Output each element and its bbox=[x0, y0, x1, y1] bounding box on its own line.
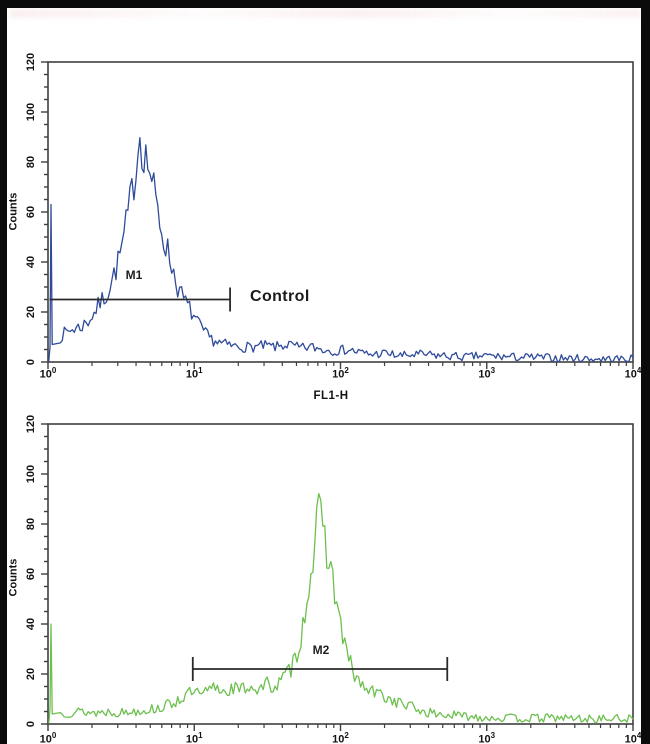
x-axis-tick-label: 101 bbox=[185, 366, 203, 381]
x-axis-tick-label: 102 bbox=[332, 366, 349, 381]
y-axis-title-top: Counts bbox=[7, 192, 20, 231]
plot-frame bbox=[47, 423, 634, 725]
image-border-left bbox=[0, 0, 7, 744]
y-axis-tick-label: 120 bbox=[25, 52, 37, 72]
y-axis-tick-label: 100 bbox=[25, 102, 37, 122]
y-axis-tick-label: 40 bbox=[25, 617, 37, 631]
y-axis-tick-label: 20 bbox=[25, 667, 37, 681]
histogram-curve-bottom bbox=[48, 492, 634, 724]
scan-artifact-smudge bbox=[10, 9, 640, 18]
image-border-right bbox=[641, 0, 650, 744]
y-axis-tick-label: 20 bbox=[25, 305, 37, 319]
y-axis-tick-label: 80 bbox=[25, 517, 37, 531]
plot-frame bbox=[47, 61, 634, 363]
x-axis-tick-label: 104 bbox=[624, 731, 642, 744]
y-axis-tick-label: 40 bbox=[25, 255, 37, 269]
image-border-top bbox=[0, 0, 650, 8]
x-axis-tick-label: 104 bbox=[624, 366, 642, 381]
x-axis-tick-label: 100 bbox=[39, 366, 57, 381]
x-axis-tick-label: 102 bbox=[332, 731, 349, 744]
marker-m1-label: M1 bbox=[125, 268, 143, 282]
y-axis-tick-label: 100 bbox=[25, 464, 37, 484]
y-axis-title-bottom: Counts bbox=[7, 558, 20, 597]
marker-m2-label: M2 bbox=[312, 643, 330, 657]
y-axis-tick-label: 60 bbox=[25, 567, 37, 581]
control-annotation: Control bbox=[250, 288, 310, 305]
x-axis-tick-label: 100 bbox=[39, 731, 57, 744]
x-axis-tick-label: 103 bbox=[478, 366, 496, 381]
y-axis-tick-label: 80 bbox=[25, 155, 37, 169]
histogram-curve-top bbox=[48, 137, 634, 363]
y-axis-tick-label: 120 bbox=[25, 414, 37, 434]
x-axis-title-top: FL1-H bbox=[313, 390, 349, 402]
y-axis-tick-label: 60 bbox=[25, 205, 37, 219]
x-axis-tick-label: 103 bbox=[478, 731, 496, 744]
x-axis-tick-label: 101 bbox=[185, 731, 203, 744]
